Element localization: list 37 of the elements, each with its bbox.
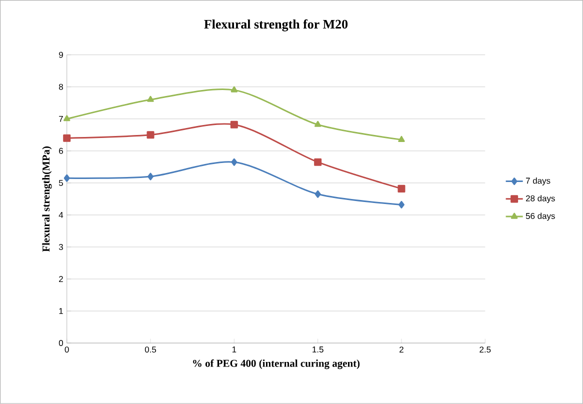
point (314, 120, 322, 127)
point (146, 131, 154, 139)
y-tick-label: 2 (59, 276, 63, 282)
point (64, 115, 70, 122)
x-tick-label: 2 (400, 346, 404, 353)
point (231, 158, 238, 166)
point (63, 134, 71, 142)
point (398, 185, 406, 192)
y-tick-label: 0 (58, 340, 63, 346)
y-tick-label: 1 (59, 308, 63, 314)
legend-label: 56 days (526, 212, 555, 221)
legend-label: 28 days (526, 195, 555, 204)
point (147, 96, 154, 102)
point (148, 172, 154, 180)
y-tick-label: 8 (58, 84, 63, 90)
x-tick-label: 0 (64, 346, 69, 353)
x-tick-label: 0.5 (144, 346, 156, 353)
x-tick-label: 1 (232, 346, 236, 352)
point (64, 174, 70, 182)
point (230, 120, 238, 128)
y-tick-label: 4 (58, 212, 64, 218)
y-tick-label: 7 (59, 116, 63, 122)
y-axis-title: Flexural strength(MPa) (42, 146, 52, 252)
point (398, 136, 405, 142)
legend-label: 7 days (526, 178, 550, 186)
y-tick-label: 9 (59, 52, 63, 58)
y-tick-label: 6 (59, 148, 63, 154)
x-tick-label: 1.5 (312, 346, 324, 353)
y-tick-label: 3 (58, 244, 63, 250)
chart-title: Flexural strength for M20 (204, 19, 348, 32)
y-tick-label: 5 (58, 180, 63, 186)
point (314, 158, 322, 166)
point (398, 201, 404, 209)
x-axis-title: % of PEG 400 (internal curing agent) (193, 359, 360, 370)
point (230, 86, 238, 92)
x-tick-label: 2.5 (480, 346, 491, 353)
point (314, 190, 321, 198)
